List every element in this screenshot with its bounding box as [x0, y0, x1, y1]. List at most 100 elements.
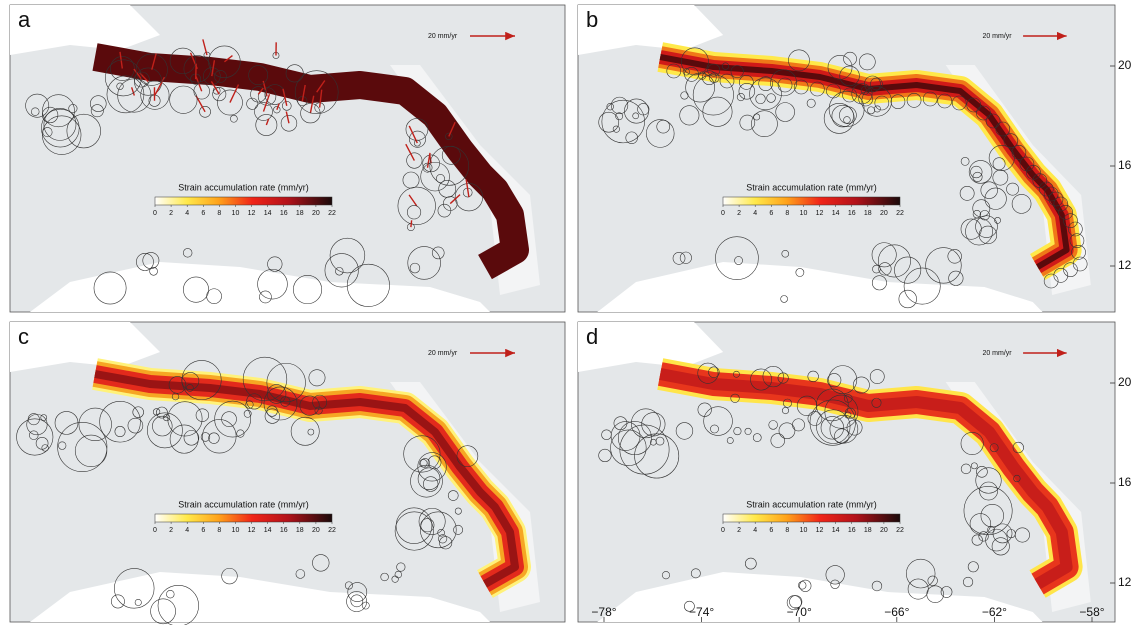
station-error-ellipse — [979, 481, 998, 501]
station-error-ellipse — [422, 154, 440, 173]
station-error-ellipse — [181, 372, 200, 390]
lon-tick-label: −78° — [591, 605, 616, 619]
station-error-ellipse — [925, 247, 962, 284]
lat-tick-label: 16° — [1118, 475, 1132, 489]
station-error-ellipse — [182, 248, 193, 258]
station-error-ellipse — [703, 406, 733, 436]
station-error-ellipse — [254, 102, 273, 121]
velocity-residual — [133, 68, 143, 80]
station-error-ellipse — [842, 87, 857, 103]
station-error-ellipse — [672, 251, 686, 265]
station-error-ellipse — [405, 118, 429, 141]
colorbar-tick-label: 10 — [800, 527, 808, 534]
station-error-ellipse — [873, 105, 881, 113]
station-error-ellipse — [136, 253, 154, 271]
colorbar-tick-label: 4 — [185, 527, 189, 534]
station-error-ellipse — [781, 407, 790, 415]
velocity-residual — [154, 76, 166, 96]
station-error-ellipse — [871, 397, 882, 408]
station-error-ellipse — [730, 65, 744, 79]
station-error-ellipse — [105, 59, 142, 97]
station-error-ellipse — [992, 523, 1013, 544]
station-error-ellipse — [409, 262, 421, 274]
station-error-ellipse — [57, 422, 108, 472]
colorbar-tick-label: 10 — [800, 210, 808, 217]
station-error-ellipse — [347, 582, 368, 602]
station-error-ellipse — [394, 511, 434, 551]
station-error-ellipse — [90, 104, 104, 118]
station-error-ellipse — [906, 93, 922, 108]
velocity-residual — [301, 84, 306, 102]
scale-label: 20 mm/yr — [982, 350, 1012, 357]
station-error-ellipse — [439, 536, 453, 550]
station-error-ellipse — [106, 75, 145, 114]
station-error-ellipse — [736, 93, 745, 102]
station-error-ellipse — [396, 562, 406, 572]
station-error-ellipse — [839, 65, 860, 87]
colorbar-tick-label: 6 — [201, 210, 205, 217]
station-error-ellipse — [236, 429, 245, 438]
scale-label: 20 mm/yr — [982, 33, 1012, 40]
station-error-ellipse — [858, 91, 873, 107]
station-error-ellipse — [312, 394, 328, 410]
station-error-ellipse — [733, 427, 742, 436]
lon-tick-label: −74° — [689, 605, 714, 619]
station-error-ellipse — [666, 63, 682, 79]
station-error-ellipse — [243, 409, 252, 418]
station-error-ellipse — [824, 394, 859, 429]
station-error-ellipse — [708, 366, 720, 378]
velocity-residual — [262, 93, 271, 112]
colorbar-tick-label: 22 — [328, 210, 336, 217]
station-error-ellipse — [1048, 191, 1064, 207]
station-error-ellipse — [968, 160, 993, 184]
station-error-ellipse — [25, 93, 50, 118]
station-error-ellipse — [423, 476, 439, 492]
station-error-ellipse — [246, 393, 263, 410]
station-error-ellipse — [679, 251, 692, 264]
panel-label: d — [586, 324, 598, 349]
station-error-ellipse — [346, 591, 367, 612]
station-error-ellipse — [975, 215, 998, 238]
station-error-ellipse — [962, 576, 974, 588]
station-error-ellipse — [413, 139, 421, 147]
colorbar-tick-label: 6 — [769, 210, 773, 217]
station-error-ellipse — [969, 513, 992, 535]
station-error-ellipse — [308, 369, 326, 387]
velocity-residual — [285, 111, 290, 124]
station-error-ellipse — [280, 115, 298, 132]
station-error-ellipse — [242, 356, 288, 402]
station-error-ellipse — [809, 399, 856, 446]
fault-zone — [94, 370, 519, 588]
colorbar-tick-label: 2 — [169, 210, 173, 217]
colorbar-title: Strain accumulation rate (mm/yr) — [178, 499, 309, 509]
station-error-ellipse — [142, 252, 160, 269]
velocity-residual — [410, 220, 413, 228]
station-error-ellipse — [858, 53, 876, 71]
station-error-ellipse — [285, 64, 304, 83]
colorbar-tick-label: 16 — [848, 210, 856, 217]
station-error-ellipse — [1006, 529, 1016, 539]
station-error-ellipse — [454, 183, 483, 212]
velocity-residual — [211, 60, 216, 77]
velocity-residual — [449, 194, 461, 205]
station-error-ellipse — [186, 384, 194, 392]
colorbar-tick-label: 18 — [864, 210, 872, 217]
station-error-ellipse — [980, 181, 998, 199]
station-error-ellipse — [403, 435, 441, 473]
station-error-ellipse — [1043, 186, 1059, 202]
station-error-ellipse — [788, 49, 810, 72]
map-panel: b 20 mm/yr Strain accumulation rate (mm/yr… — [577, 4, 1132, 313]
station-error-ellipse — [766, 93, 776, 103]
station-error-ellipse — [221, 567, 238, 585]
map-panel: d 20 mm/yr Strain accumulation rate (mm/yr… — [577, 321, 1132, 623]
land — [578, 322, 724, 372]
colorbar-tick-label: 8 — [217, 527, 221, 534]
station-error-ellipse — [860, 85, 870, 95]
station-error-ellipse — [1012, 441, 1024, 454]
station-error-ellipse — [960, 157, 970, 166]
station-error-ellipse — [989, 443, 999, 453]
station-error-ellipse — [715, 236, 759, 280]
station-error-ellipse — [255, 114, 278, 136]
station-error-ellipse — [90, 95, 107, 112]
colorbar-tick-label: 22 — [896, 527, 904, 534]
